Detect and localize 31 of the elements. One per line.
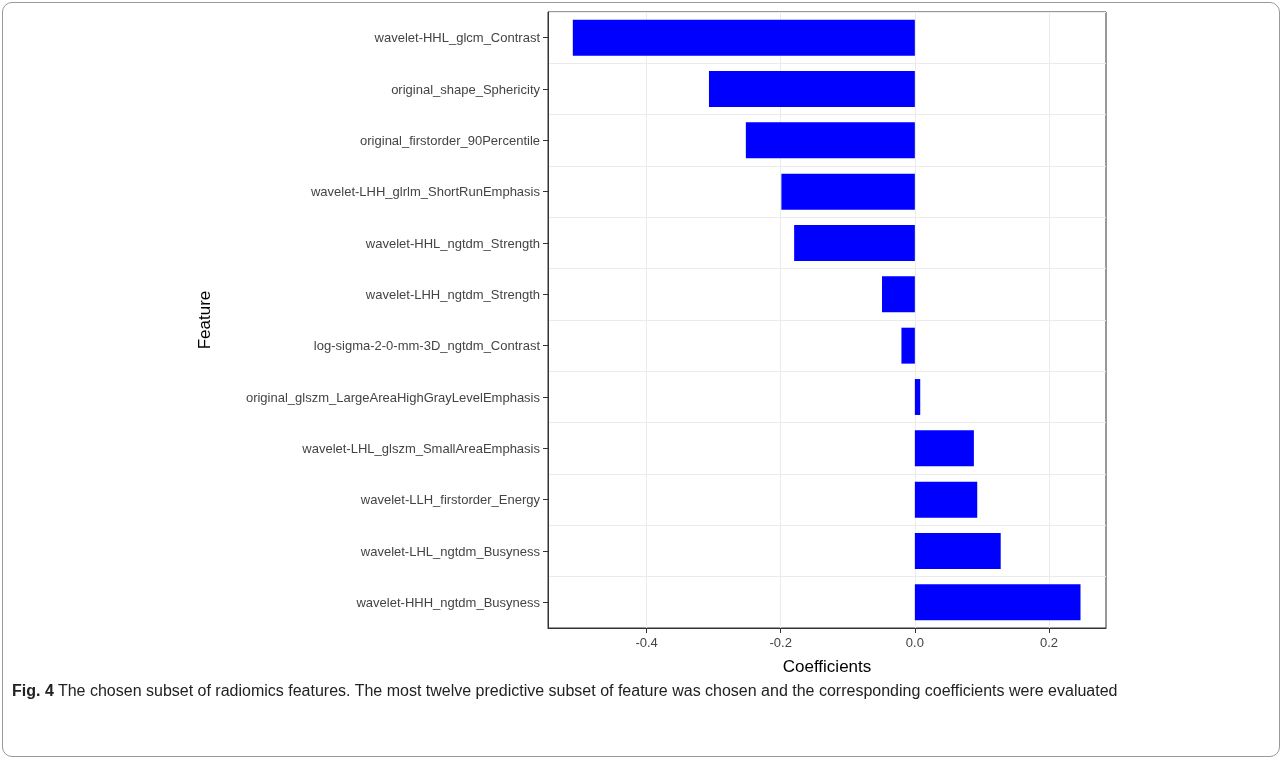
bar [914, 533, 1001, 569]
bar [794, 225, 915, 261]
x-tick-label: 0.0 [905, 635, 924, 650]
y-tick-label: wavelet-LLH_firstorder_Energy [359, 492, 541, 508]
bar [914, 430, 974, 467]
y-tick-label: original_shape_Sphericity [391, 81, 541, 97]
y-tick-label: wavelet-HHL_glcm_Contrast [373, 30, 541, 46]
y-tick-label: original_glszm_LargeAreaHighGrayLevelEmphasis [245, 389, 541, 405]
bar [901, 327, 915, 364]
bar [914, 584, 1081, 621]
x-tick-label: -0.2 [769, 635, 792, 650]
y-tick-label: wavelet-LHH_ngtdm_Strength [364, 286, 540, 302]
bar [914, 379, 921, 415]
caption: Fig. 4 The chosen subset of radiomics features. The most twelve predictive subset of feature was chosen and the corresponding coefficients were evaluated [12, 681, 1119, 701]
bar [781, 173, 915, 210]
y-tick-label: wavelet-LHH_glrlm_ShortRunEmphasis [309, 184, 541, 200]
y-axis-title: Feature [195, 290, 214, 350]
bar [745, 122, 915, 159]
x-tick-label: -0.4 [635, 635, 658, 650]
y-tick-label: wavelet-LHL_ngtdm_Busyness [359, 543, 541, 559]
bar [882, 276, 915, 313]
y-tick-label: wavelet-HHH_ngtdm_Busyness [355, 594, 541, 610]
x-axis-title: Coefficients [782, 657, 872, 676]
bar [708, 71, 915, 107]
y-tick-label: wavelet-LHL_glszm_SmallAreaEmphasis [301, 440, 541, 456]
y-tick-label: wavelet-HHL_ngtdm_Strength [364, 235, 540, 251]
y-tick-label: original_firstorder_90Percentile [360, 132, 540, 148]
y-tick-label: log-sigma-2-0-mm-3D_ngtdm_Contrast [313, 338, 541, 354]
x-tick-label: 0.2 [1039, 635, 1059, 650]
bar [914, 481, 978, 518]
bar [572, 19, 915, 56]
